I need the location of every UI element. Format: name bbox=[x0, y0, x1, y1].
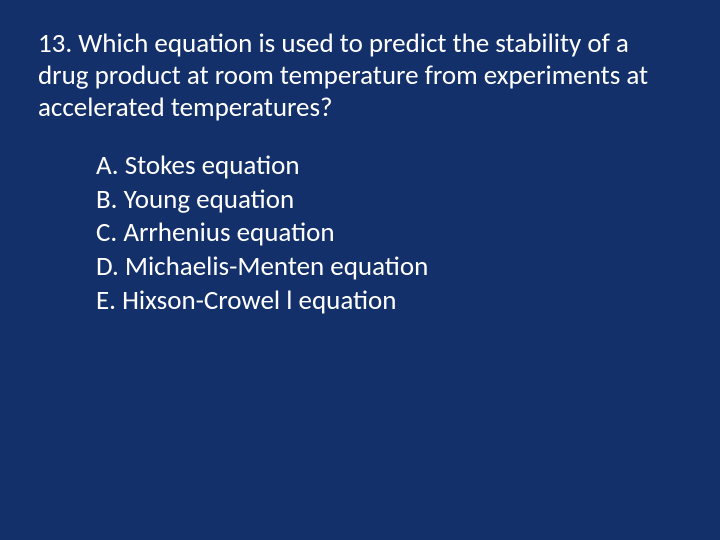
option-c: C. Arrhenius equation bbox=[96, 217, 682, 250]
option-e: E. Hixson-Crowel l equation bbox=[96, 285, 682, 318]
option-a: A. Stokes equation bbox=[96, 150, 682, 183]
question-text: 13. Which equation is used to predict th… bbox=[38, 28, 682, 124]
option-d: D. Michaelis-Menten equation bbox=[96, 251, 682, 284]
options-list: A. Stokes equation B. Young equation C. … bbox=[38, 150, 682, 319]
option-b: B. Young equation bbox=[96, 184, 682, 217]
slide: 13. Which equation is used to predict th… bbox=[0, 0, 720, 540]
